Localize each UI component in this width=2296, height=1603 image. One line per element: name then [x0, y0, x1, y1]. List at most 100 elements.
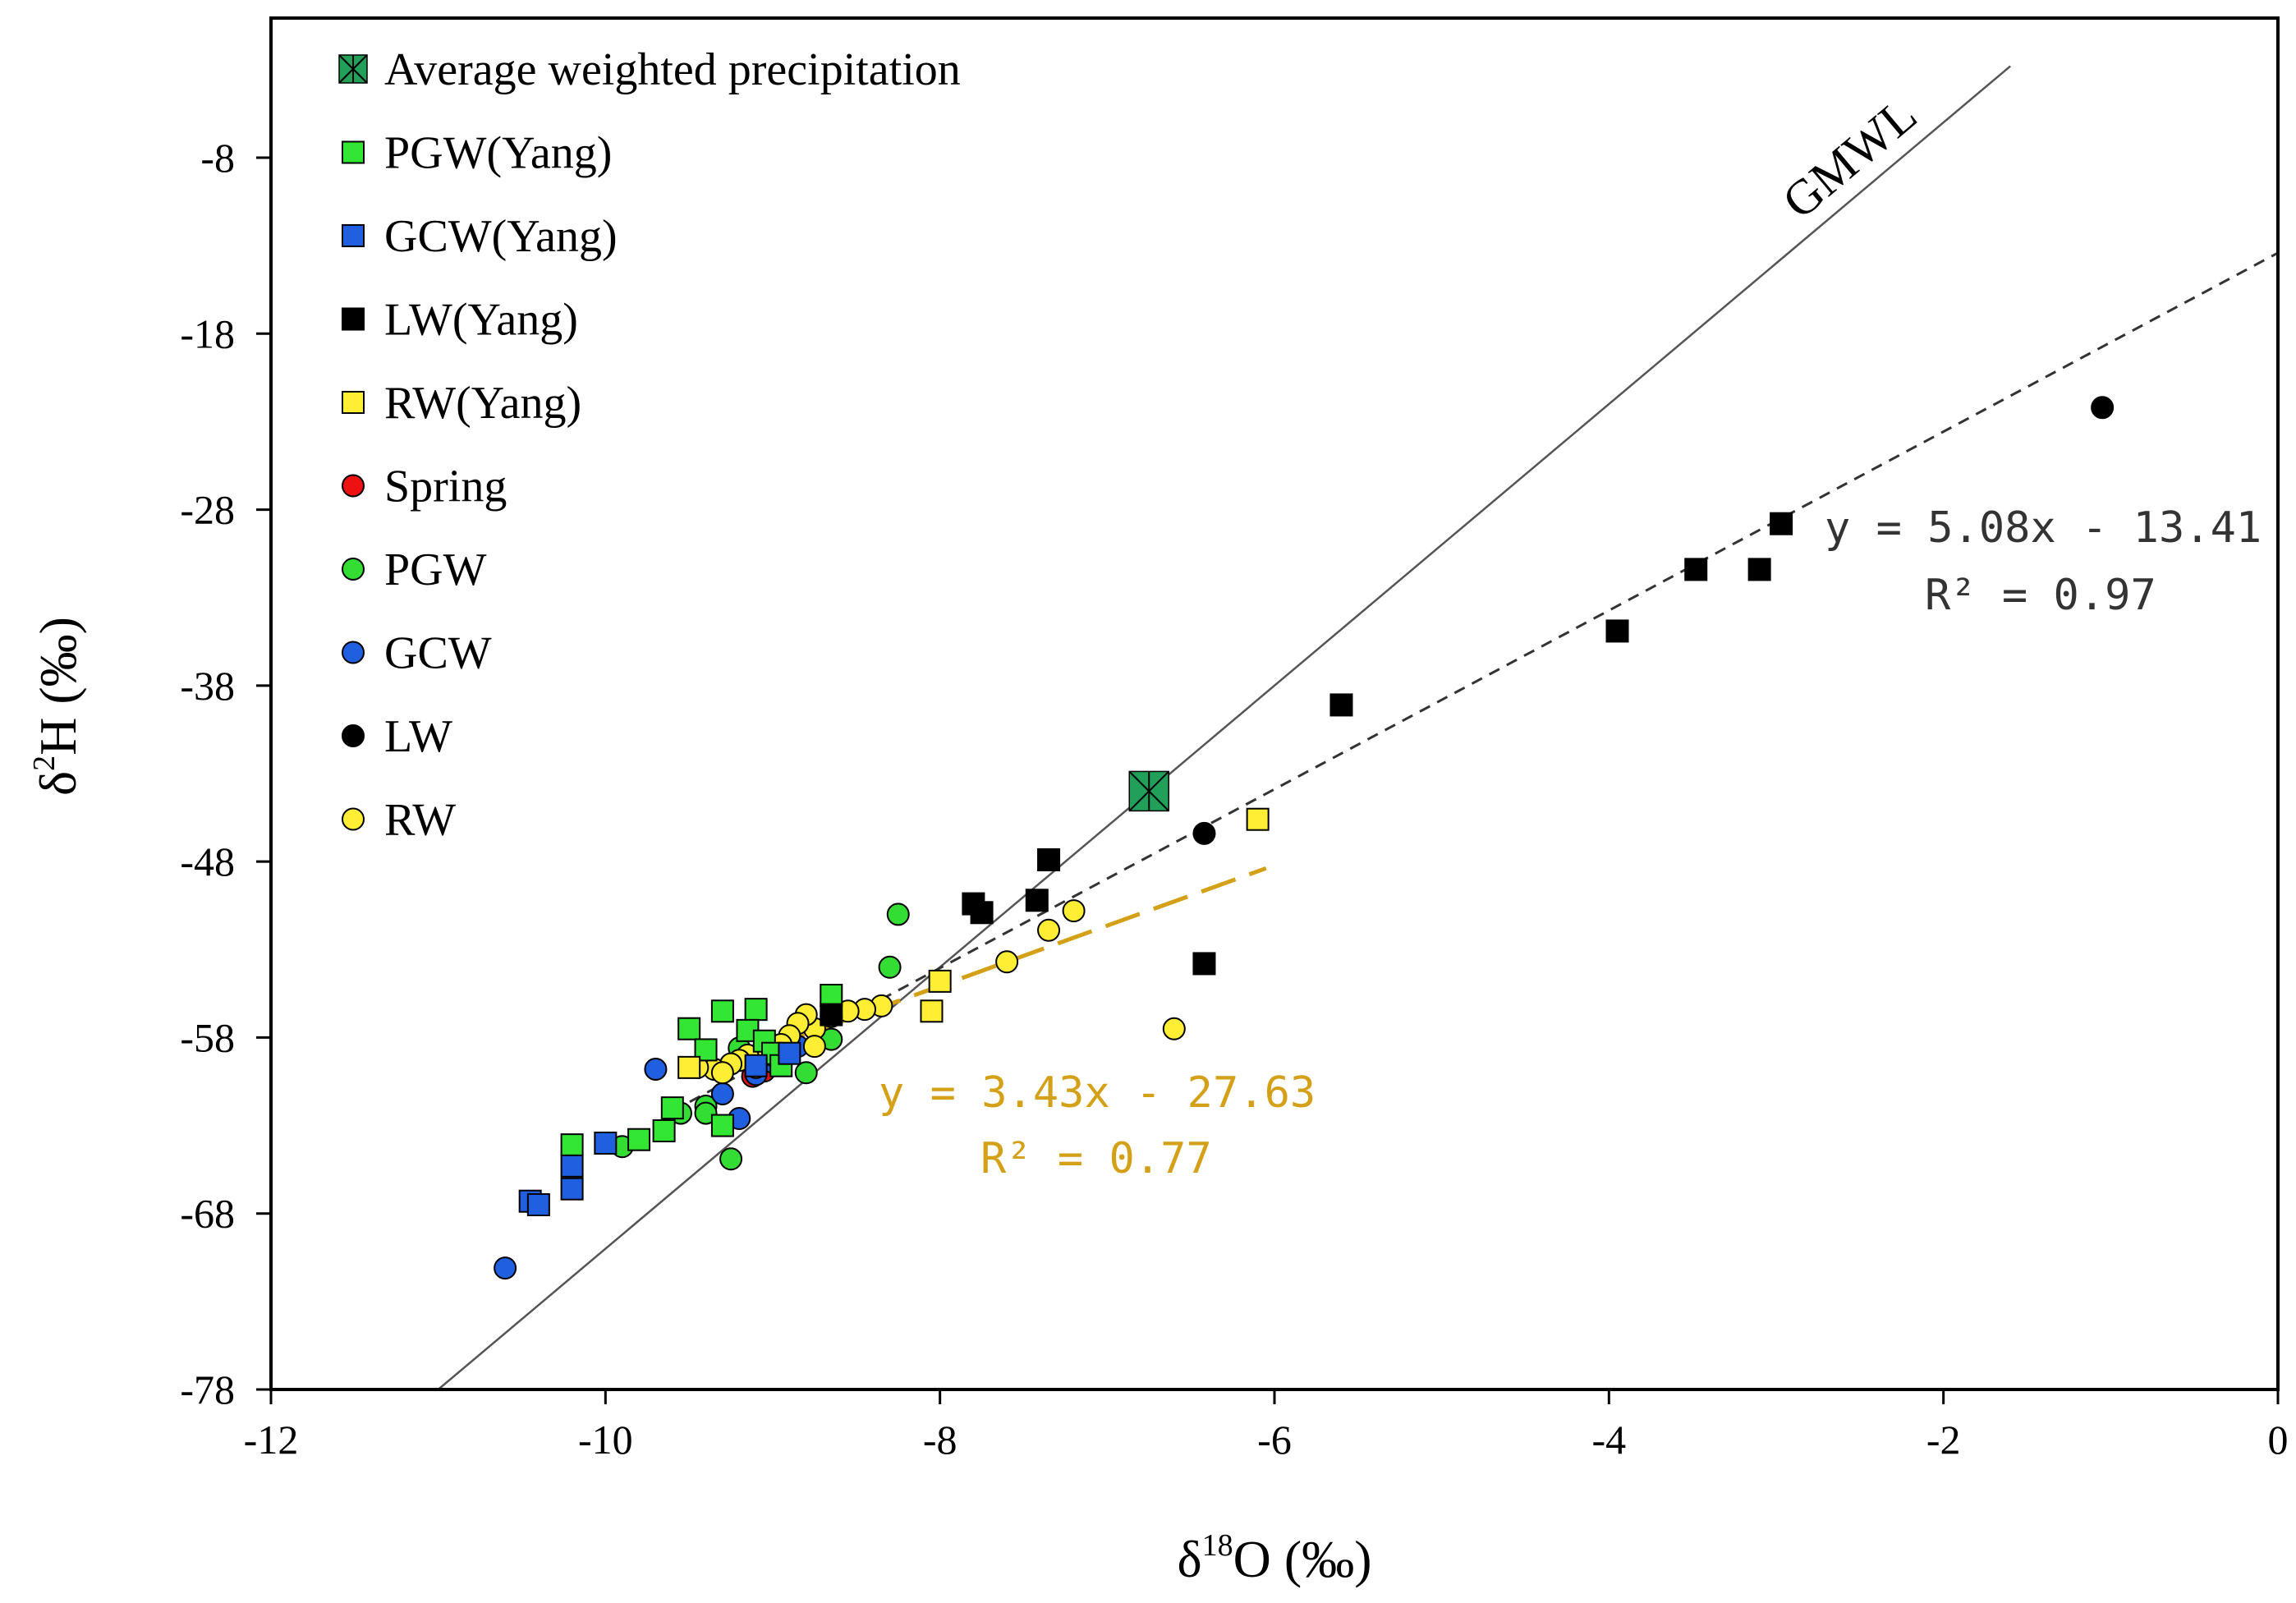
- x-axis: -12 -10 -8 -6 -4 -2 0: [244, 1389, 2289, 1463]
- legend-label: PGW(Yang): [384, 128, 612, 179]
- lw-yang-point: [1684, 558, 1708, 581]
- y-tick-label: -28: [180, 487, 235, 533]
- lw-yang-point: [970, 901, 994, 925]
- y-axis-title: δ2H (‰): [27, 617, 87, 796]
- gcw-yang-point: [560, 1177, 584, 1201]
- x-tick-label: -12: [244, 1417, 299, 1463]
- x-axis-title: δ18O (‰): [1178, 1528, 1372, 1588]
- legend-item: GCW(Yang): [342, 211, 618, 262]
- gcw-point: [710, 1082, 734, 1105]
- rw-yang-point: [1246, 807, 1270, 831]
- rw-r-squared: R² = 0.77: [980, 1134, 1212, 1183]
- legend-marker: [342, 474, 365, 498]
- lw-yang-point: [1192, 952, 1216, 976]
- pgw-yang-point: [660, 1096, 684, 1120]
- data-points: [494, 396, 2115, 1280]
- y-tick-label: -78: [180, 1366, 235, 1412]
- legend-label: Spring: [384, 462, 507, 512]
- legend-label: GCW(Yang): [384, 211, 618, 262]
- legend-label: Average weighted precipitation: [384, 44, 961, 95]
- legend-item: GCW: [342, 628, 492, 679]
- pgw-yang-point: [744, 998, 768, 1022]
- legend-item: RW(Yang): [342, 378, 581, 429]
- lw-r-squared: R² = 0.97: [1925, 571, 2156, 620]
- legend-item: RW: [342, 795, 456, 846]
- legend-marker: [342, 224, 365, 247]
- rw-point: [802, 1035, 826, 1059]
- y-axis: -8 -18 -28 -38 -48 -58 -68 -78: [180, 135, 271, 1412]
- pgw-point: [794, 1061, 818, 1085]
- rw-point: [1062, 899, 1086, 923]
- legend-label: GCW: [384, 628, 492, 679]
- gcw-yang-point: [526, 1193, 550, 1216]
- legend-label: RW: [384, 795, 456, 846]
- lw-yang-point: [1770, 512, 1793, 535]
- gcw-yang-point: [778, 1041, 801, 1065]
- rw-point: [995, 950, 1019, 974]
- rw-point: [1037, 918, 1061, 942]
- pgw-point: [878, 955, 902, 979]
- legend-marker: [342, 391, 365, 414]
- pgw-point: [719, 1147, 743, 1171]
- rw-yang-point: [928, 969, 952, 993]
- y-tick-label: -48: [180, 838, 235, 884]
- lw-yang-point: [1037, 848, 1061, 871]
- rw-yang-point: [677, 1055, 701, 1079]
- lw-point: [2091, 396, 2115, 420]
- legend-marker: [342, 807, 365, 831]
- legend-marker: [342, 558, 365, 581]
- annotations: y = 5.08x - 13.41 R² = 0.97 y = 3.43x - 27…: [879, 87, 2262, 1183]
- legend: Average weighted precipitation PGW(Yang) G…: [338, 44, 961, 846]
- legend-item: Average weighted precipitation: [338, 44, 961, 95]
- lw-equation: y = 5.08x - 13.41: [1825, 503, 2262, 553]
- legend-item: PGW(Yang): [342, 128, 612, 179]
- x-tick-label: -10: [578, 1417, 633, 1463]
- rw-equation: y = 3.43x - 27.63: [879, 1068, 1316, 1118]
- legend-item: Spring: [342, 462, 507, 512]
- lw-yang-point: [1605, 619, 1629, 643]
- legend-marker: [342, 724, 365, 747]
- legend-label: PGW: [384, 544, 487, 595]
- pgw-yang-point: [710, 1114, 734, 1137]
- rw-regression-line: [722, 866, 1267, 1067]
- legend-marker: [342, 641, 365, 664]
- lw-yang-point: [1329, 693, 1353, 717]
- pgw-yang-point: [627, 1128, 651, 1151]
- lw-regression-line: [672, 251, 2278, 1113]
- pgw-yang-point: [560, 1133, 584, 1157]
- x-tick-label: -6: [1257, 1417, 1292, 1463]
- average-weighted-precipitation-point: [1128, 770, 1169, 812]
- legend-marker: [338, 54, 368, 84]
- x-tick-label: 0: [2268, 1417, 2289, 1463]
- lw-yang-point: [1025, 889, 1049, 912]
- legend-item: LW(Yang): [342, 295, 578, 346]
- gmwl-line: [437, 65, 2011, 1389]
- gcw-yang-point: [744, 1054, 768, 1077]
- legend-marker: [342, 307, 365, 331]
- y-tick-label: -18: [180, 310, 235, 356]
- x-tick-label: -2: [1926, 1417, 1961, 1463]
- legend-item: LW: [342, 711, 452, 762]
- pgw-point: [886, 903, 910, 926]
- legend-label: RW(Yang): [384, 378, 581, 429]
- legend-item: PGW: [342, 544, 487, 595]
- legend-marker: [342, 140, 365, 164]
- pgw-yang-point: [677, 1017, 701, 1040]
- gcw-yang-point: [594, 1132, 618, 1155]
- y-tick-label: -68: [180, 1191, 235, 1237]
- gmwl-label: GMWL: [1772, 87, 1926, 229]
- y-tick-label: -58: [180, 1014, 235, 1060]
- legend-label: LW: [384, 711, 452, 762]
- legend-label: LW(Yang): [384, 295, 578, 346]
- gcw-point: [644, 1058, 668, 1081]
- pgw-yang-point: [820, 984, 843, 1007]
- lw-yang-point: [1747, 558, 1771, 581]
- rw-yang-point: [920, 999, 944, 1023]
- x-tick-label: -4: [1592, 1417, 1627, 1463]
- rw-point: [1162, 1017, 1186, 1040]
- gcw-point: [494, 1256, 517, 1280]
- lw-yang-point: [820, 1003, 843, 1027]
- gcw-yang-point: [560, 1154, 584, 1178]
- x-tick-label: -8: [923, 1417, 957, 1463]
